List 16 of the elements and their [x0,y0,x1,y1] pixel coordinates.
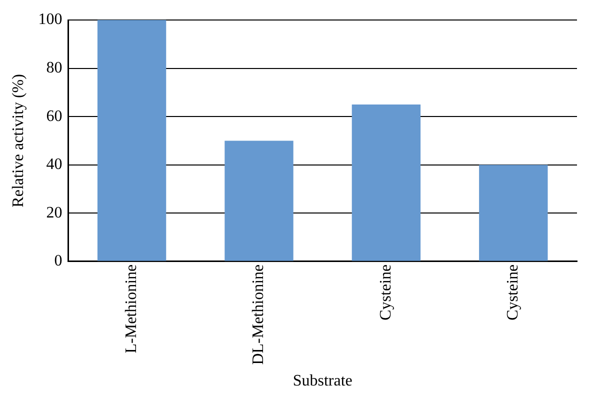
bar [97,20,166,261]
y-tick-label: 40 [46,156,62,174]
bar [224,140,294,261]
y-axis-title: Relative activity (%) [10,74,27,208]
x-axis-title: Substrate [292,372,352,390]
x-tick-label: DL-Methionine [250,264,268,365]
y-tick-label: 100 [38,11,62,28]
y-tick-label: 80 [46,59,62,76]
bar [479,164,548,261]
x-tick-label: L-Methionine [123,264,140,354]
x-tick-label: Cysteine [377,264,394,320]
bar [352,104,421,261]
y-tick-label: 20 [46,204,62,222]
y-tick-label: 60 [46,108,62,125]
y-tick-label: 0 [54,252,62,270]
x-tick-label: Cysteine [504,264,522,320]
